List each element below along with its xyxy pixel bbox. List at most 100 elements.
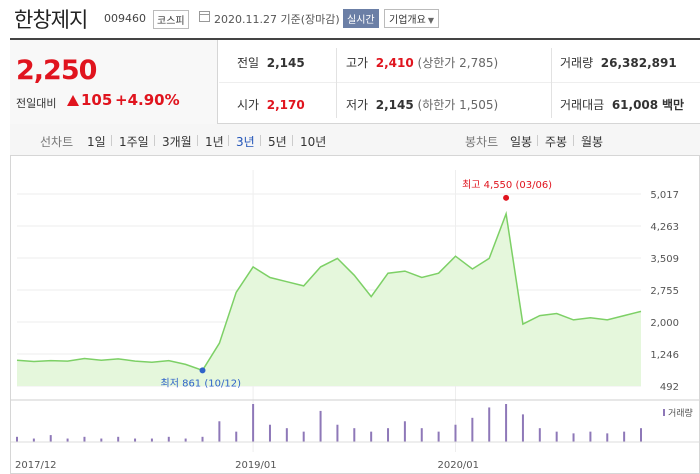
volume-bar <box>49 435 52 442</box>
volume-label: 거래량 <box>560 56 594 70</box>
divider <box>573 135 574 146</box>
prev-close: 전일 2,145 <box>237 54 305 71</box>
low-label: 저가 <box>346 98 369 112</box>
tab-5y[interactable]: 5년 <box>268 135 287 149</box>
chevron-down-icon: ▼ <box>427 16 434 25</box>
amount-unit: 백만 <box>661 98 685 112</box>
y-tick-label: 5,017 <box>650 190 679 201</box>
amount-label: 거래대금 <box>560 98 605 112</box>
stock-header: 한창제지 009460 코스피 2020.11.27 기준(장마감) 실시간 기… <box>0 0 700 38</box>
trade-amount: 거래대금 61,008 백만 <box>560 96 684 113</box>
volume-bar <box>83 436 86 442</box>
volume-bar <box>538 428 541 442</box>
volume-bar <box>589 431 592 442</box>
divider <box>228 135 229 146</box>
amount-value: 61,008 <box>611 98 659 112</box>
divider <box>260 135 261 146</box>
market-badge: 코스피 <box>153 10 189 29</box>
price-area <box>17 213 641 386</box>
volume-bar <box>201 436 204 442</box>
price-chart[interactable]: 5,017 4,263 3,509 2,755 2,000 1,246 492 2017/12… <box>11 156 699 474</box>
volume-bar <box>370 431 373 442</box>
volume-bar <box>252 404 255 442</box>
tab-1y[interactable]: 1년 <box>205 135 224 149</box>
low-marker <box>199 367 206 374</box>
period-tabs: 선차트 1일 1주일 3개월 1년 3년 5년 10년 봉차트 일봉 주봉 월봉 <box>10 124 700 156</box>
stock-code: 009460 <box>104 12 146 25</box>
volume-bar <box>555 431 558 442</box>
y-tick-label: 492 <box>660 382 679 393</box>
realtime-button[interactable]: 실시간 <box>343 9 379 28</box>
low-value: 2,145 <box>375 98 414 112</box>
price-line <box>16 210 642 372</box>
tab-10y[interactable]: 10년 <box>300 135 327 149</box>
volume-bar <box>454 424 457 442</box>
divider <box>154 135 155 146</box>
volume-bar <box>471 417 474 442</box>
y-tick-label: 2,755 <box>650 286 679 297</box>
volume: 거래량 26,382,891 <box>560 54 677 71</box>
low-price: 저가 2,145 (하한가 1,505) <box>346 96 498 113</box>
low-annotation: 최저 861 (10/12) <box>161 377 242 389</box>
volume-bar <box>150 438 153 442</box>
volume-bar <box>235 431 238 442</box>
volume-bar <box>606 433 609 442</box>
change-percent: +4.90% <box>115 91 180 109</box>
line-chart-label: 선차트 <box>40 135 74 149</box>
tab-3y[interactable]: 3년 <box>236 135 255 149</box>
corp-overview-label: 기업개요 <box>389 15 426 26</box>
volume-bar <box>505 404 508 442</box>
volume-bar <box>32 438 35 442</box>
high-value: 2,410 <box>375 56 414 70</box>
change-label: 전일대비 <box>16 97 57 110</box>
tab-1w[interactable]: 1주일 <box>119 135 149 149</box>
volume-bar <box>353 428 356 442</box>
volume-bar <box>117 436 120 442</box>
volume-bar <box>403 421 406 442</box>
volume-bar <box>66 438 69 442</box>
prev-close-label: 전일 <box>237 56 260 70</box>
high-annotation: 최고 4,550 (03/06) <box>462 179 552 191</box>
divider <box>111 135 112 146</box>
volume-bar <box>268 424 271 442</box>
x-tick-label: 2020/01 <box>437 460 479 471</box>
volume-legend-icon <box>663 409 665 416</box>
volume-bar <box>218 421 221 442</box>
y-tick-label: 3,509 <box>650 254 679 265</box>
price-chart-panel: 5,017 4,263 3,509 2,755 2,000 1,246 492 2017/12… <box>10 156 700 474</box>
divider <box>537 135 538 146</box>
y-tick-label: 1,246 <box>650 350 679 361</box>
tab-weekly[interactable]: 주봉 <box>545 135 568 149</box>
open-price: 시가 2,170 <box>237 96 305 113</box>
corp-overview-dropdown[interactable]: 기업개요 ▼ <box>384 9 439 28</box>
volume-bar <box>319 410 322 442</box>
volume-bar <box>184 438 187 442</box>
volume-bar <box>420 428 423 442</box>
stock-name: 한창제지 <box>14 8 88 32</box>
volume-value: 26,382,891 <box>600 56 677 70</box>
volume-bar <box>387 428 390 442</box>
volume-bar <box>623 431 626 442</box>
volume-bar <box>16 436 18 442</box>
divider <box>197 135 198 146</box>
volume-bar <box>134 438 137 442</box>
volume-bar <box>336 424 339 442</box>
volume-bar <box>100 438 103 442</box>
candle-chart-label: 봉차트 <box>465 135 499 149</box>
high-marker <box>503 194 510 201</box>
upper-limit: (상한가 2,785) <box>417 56 499 70</box>
current-price-box: 2,250 전일대비 105 +4.90% <box>10 40 218 124</box>
tab-daily[interactable]: 일봉 <box>510 135 533 149</box>
volume-bar <box>521 414 524 442</box>
tab-3m[interactable]: 3개월 <box>162 135 192 149</box>
high-price: 고가 2,410 (상한가 2,785) <box>346 54 498 71</box>
x-tick-label: 2017/12 <box>15 460 57 471</box>
calendar-icon <box>199 11 210 22</box>
divider <box>551 48 552 118</box>
divider <box>219 82 700 83</box>
volume-bar <box>285 428 288 442</box>
tab-1d[interactable]: 1일 <box>87 135 106 149</box>
volume-bar <box>640 428 642 442</box>
tab-monthly[interactable]: 월봉 <box>581 135 604 149</box>
volume-bar <box>437 431 440 442</box>
